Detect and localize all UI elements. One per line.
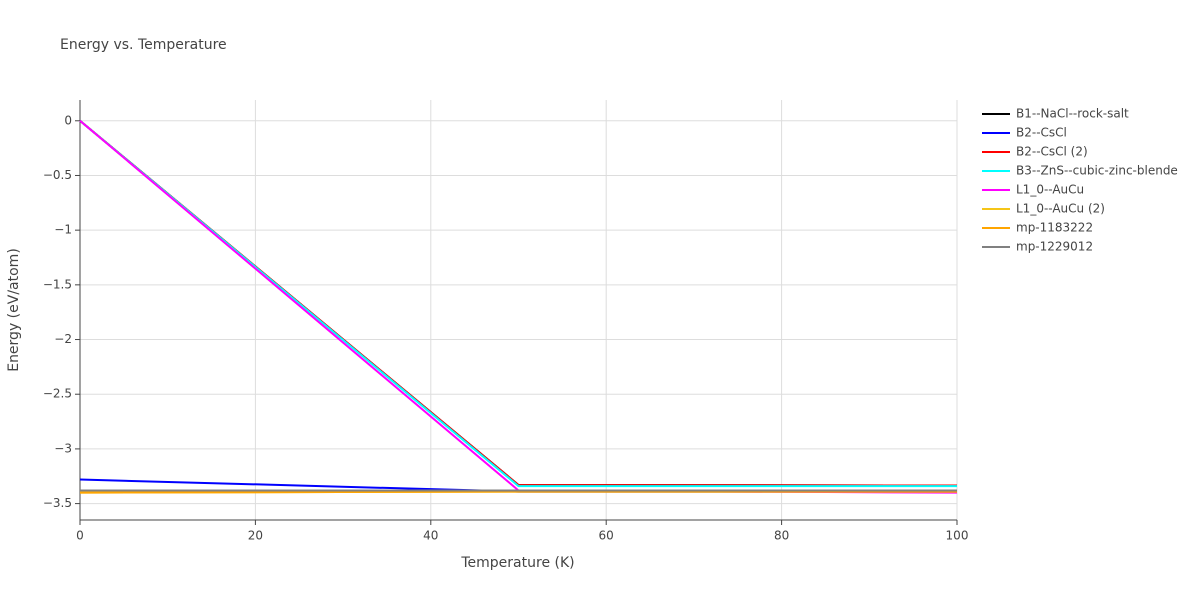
x-tick-label: 20 [248, 529, 263, 543]
legend-label: B2--CsCl (2) [1016, 145, 1088, 159]
x-axis-title: Temperature (K) [460, 555, 574, 571]
y-tick-label: −0.5 [43, 168, 72, 182]
x-tick-label: 100 [946, 529, 969, 543]
legend-label: B3--ZnS--cubic-zinc-blende [1016, 164, 1178, 178]
series-line [79, 120, 957, 488]
legend-label: L1_0--AuCu [1016, 183, 1084, 197]
y-tick-label: −1 [54, 223, 72, 237]
y-axis-title: Energy (eV/atom) [6, 248, 22, 372]
x-tick-label: 60 [599, 529, 614, 543]
y-tick-label: 0 [64, 113, 72, 127]
legend-label: B1--NaCl--rock-salt [1016, 107, 1129, 121]
y-tick-label: −3 [54, 441, 72, 455]
chart-title: Energy vs. Temperature [60, 37, 227, 53]
legend-label: B2--CsCl [1016, 126, 1067, 140]
x-tick-label: 80 [774, 529, 789, 543]
x-tick-label: 0 [76, 529, 84, 543]
y-tick-label: −1.5 [43, 277, 72, 291]
legend-label: mp-1183222 [1016, 221, 1093, 235]
legend-label: mp-1229012 [1016, 240, 1093, 254]
series-line [79, 120, 958, 494]
y-tick-label: −2 [54, 332, 72, 346]
series-line [79, 490, 957, 494]
y-tick-label: −3.5 [43, 496, 72, 510]
x-tick-label: 40 [423, 529, 438, 543]
y-tick-label: −2.5 [43, 387, 72, 401]
legend-label: L1_0--AuCu (2) [1016, 202, 1105, 216]
